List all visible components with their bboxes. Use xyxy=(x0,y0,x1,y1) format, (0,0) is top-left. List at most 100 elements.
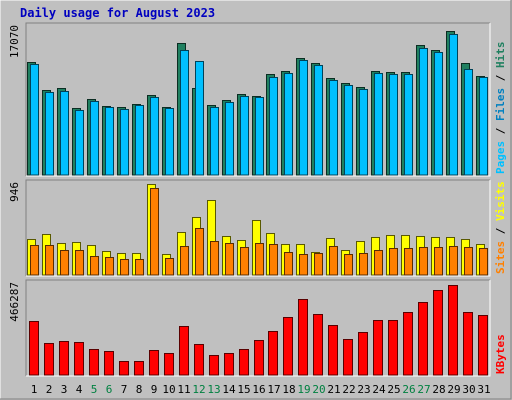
day-label: 25 xyxy=(387,383,400,396)
day-label: 31 xyxy=(477,383,490,396)
bar-sites-day-2 xyxy=(45,245,54,276)
bar-kbytes-day-5 xyxy=(89,349,99,376)
bar-kbytes-day-4 xyxy=(74,342,84,376)
day-label: 4 xyxy=(76,383,83,396)
y-max-label: 946 xyxy=(8,182,21,202)
bar-files-day-14 xyxy=(225,102,234,176)
day-label: 30 xyxy=(462,383,475,396)
day-label: 23 xyxy=(357,383,370,396)
day-label: 11 xyxy=(177,383,190,396)
bar-files-day-18 xyxy=(284,73,293,176)
day-label: 16 xyxy=(252,383,265,396)
bar-sites-day-7 xyxy=(120,259,129,276)
day-label: 20 xyxy=(312,383,325,396)
bar-sites-day-20 xyxy=(314,253,323,276)
y-max-label: 466287 xyxy=(8,282,21,322)
bar-sites-day-31 xyxy=(479,248,488,276)
bar-kbytes-day-14 xyxy=(224,353,234,376)
bar-sites-day-11 xyxy=(180,246,189,276)
bar-sites-day-13 xyxy=(210,241,219,276)
bar-files-day-16 xyxy=(255,97,264,176)
bar-files-day-8 xyxy=(135,105,144,176)
bar-kbytes-day-12 xyxy=(194,344,204,376)
legend-sites: Sites xyxy=(494,241,507,274)
bar-files-day-11 xyxy=(180,50,189,176)
bar-sites-day-12 xyxy=(195,228,204,276)
panel-frame-dark xyxy=(25,22,490,176)
panel-frame-light xyxy=(26,180,491,277)
bar-kbytes-day-8 xyxy=(134,361,144,376)
day-label: 17 xyxy=(267,383,280,396)
y-max-label: 17070 xyxy=(8,25,21,58)
bar-sites-day-10 xyxy=(165,258,174,276)
day-label: 12 xyxy=(192,383,205,396)
bar-files-day-13 xyxy=(210,107,219,176)
bar-sites-day-6 xyxy=(105,257,114,276)
bar-sites-day-24 xyxy=(374,250,383,276)
bar-files-day-23 xyxy=(359,89,368,176)
panel-frame-dark xyxy=(25,179,490,276)
bar-sites-day-29 xyxy=(449,246,458,276)
bar-sites-day-9 xyxy=(150,188,159,276)
bar-files-day-28 xyxy=(434,52,443,176)
day-label: 5 xyxy=(91,383,98,396)
legend-pages: Pages xyxy=(494,141,507,174)
panel-legend: Sites / Visits xyxy=(494,181,507,274)
bar-sites-day-22 xyxy=(344,254,353,276)
legend-separator: / xyxy=(494,121,507,141)
bar-files-day-10 xyxy=(165,108,174,176)
day-label: 15 xyxy=(237,383,250,396)
bar-files-day-9 xyxy=(150,97,159,176)
day-label: 2 xyxy=(46,383,53,396)
bar-kbytes-day-30 xyxy=(463,312,473,376)
bar-sites-day-27 xyxy=(419,247,428,276)
chart-panels: 17070 Pages / Files / Hits 946 Sites / Visi… xyxy=(8,22,507,377)
day-label: 9 xyxy=(151,383,158,396)
bar-files-day-5 xyxy=(90,101,99,176)
bar-files-day-3 xyxy=(60,91,69,176)
panel-legend: Pages / Files / Hits xyxy=(494,42,507,175)
bar-files-day-17 xyxy=(269,77,278,176)
bar-kbytes-day-23 xyxy=(358,332,368,376)
bar-files-day-24 xyxy=(374,73,383,176)
bar-kbytes-day-13 xyxy=(209,355,219,376)
bar-files-day-26 xyxy=(404,74,413,176)
bar-files-day-22 xyxy=(344,85,353,176)
bar-sites-day-19 xyxy=(299,254,308,276)
day-label: 3 xyxy=(61,383,68,396)
day-label: 1 xyxy=(31,383,38,396)
bar-sites-day-1 xyxy=(30,245,39,276)
bar-sites-day-17 xyxy=(269,244,278,276)
bar-sites-day-18 xyxy=(284,252,293,276)
panel-visits-sites: 946 Sites / Visits xyxy=(8,179,507,277)
panel-kbytes: 466287 KBytes xyxy=(8,279,507,377)
bar-files-day-4 xyxy=(75,110,84,176)
bar-kbytes-day-28 xyxy=(433,290,443,376)
day-label: 27 xyxy=(417,383,430,396)
bar-sites-day-26 xyxy=(404,248,413,276)
panel-frame-dark xyxy=(25,279,490,376)
bar-files-day-25 xyxy=(389,74,398,176)
day-label: 13 xyxy=(207,383,220,396)
bar-sites-day-30 xyxy=(464,247,473,276)
day-label: 21 xyxy=(327,383,340,396)
bar-files-day-29 xyxy=(449,34,458,176)
day-label: 8 xyxy=(136,383,143,396)
bar-kbytes-day-26 xyxy=(403,312,413,376)
legend-separator: / xyxy=(494,221,507,241)
day-label: 28 xyxy=(432,383,445,396)
bar-sites-day-25 xyxy=(389,248,398,276)
bar-kbytes-day-27 xyxy=(418,302,428,376)
bar-files-day-31 xyxy=(479,77,488,176)
bar-kbytes-day-29 xyxy=(448,285,458,376)
bar-files-day-6 xyxy=(105,107,114,176)
day-labels: 1 2 3 4 5 6 7 8 9 10 11 12 13 14 15 16 17 18 19 20 21 22 23 24 2… xyxy=(31,383,491,396)
bar-files-day-2 xyxy=(45,92,54,176)
bar-files-day-1 xyxy=(30,64,39,176)
legend-hits: Hits xyxy=(494,42,507,69)
bar-kbytes-day-16 xyxy=(254,340,264,376)
panel-hits-files-pages: 17070 Pages / Files / Hits xyxy=(8,22,507,177)
bar-kbytes-day-21 xyxy=(328,325,338,376)
